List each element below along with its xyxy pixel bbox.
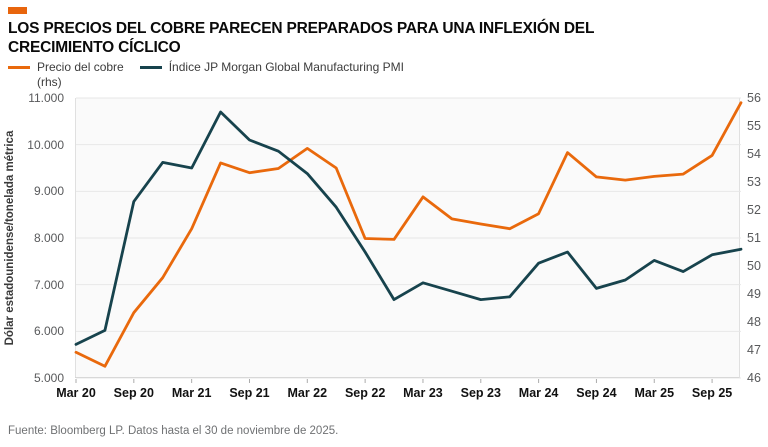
left-axis-tick-label: 11.000 <box>28 91 64 105</box>
right-axis-tick-label: 46 <box>747 371 761 385</box>
chart-title-line-1: LOS PRECIOS DEL COBRE PARECEN PREPARADOS… <box>8 20 595 37</box>
plot-area: 5.000 6.000 7.000 8.000 9.000 10.000 11.000 46 4… <box>27 91 761 400</box>
left-axis-tick-label: 6.000 <box>33 324 64 339</box>
x-axis-tick-label: Mar 21 <box>171 386 212 400</box>
line-chart-canvas <box>74 97 743 383</box>
x-axis-tick-label: Mar 20 <box>56 386 96 400</box>
legend-swatch-0 <box>8 66 30 69</box>
x-axis-tick-label: Mar 25 <box>634 386 675 400</box>
legend-item-1: Índice JP Morgan Global Manufacturing PM… <box>139 60 404 75</box>
series-line-0 <box>74 101 743 368</box>
right-axis-tick-label: 49 <box>747 287 761 301</box>
legend-swatch-1 <box>139 66 162 69</box>
series-line-1 <box>74 110 743 346</box>
x-axis-tick-label: Mar 23 <box>403 386 443 400</box>
right-axis-tick-label: 47 <box>747 343 761 357</box>
right-axis-tick-label: 51 <box>747 231 761 245</box>
legend-item-0: Precio del cobre (rhs) <box>8 60 124 90</box>
x-axis-tick-label: Mar 22 <box>287 386 328 400</box>
left-axis-tick-label: 8.000 <box>33 231 64 245</box>
x-axis-tick-label: Sep 21 <box>229 386 270 400</box>
right-axis-tick-label: 53 <box>747 175 761 189</box>
brand-logo-block <box>8 7 27 14</box>
right-axis-tick-label: 50 <box>747 259 761 273</box>
right-axis-tick-label: 52 <box>747 203 761 217</box>
x-axis-tick-label: Sep 22 <box>344 386 386 400</box>
legend-label-0: Precio del cobre (rhs) <box>37 60 124 89</box>
right-axis-tick-label: 55 <box>747 119 761 133</box>
x-axis-tick-label: Sep 25 <box>691 386 733 400</box>
left-axis-tick-label: 5.000 <box>33 371 64 385</box>
x-axis-tick-label: Sep 24 <box>576 386 617 400</box>
x-axis-tick-label: Sep 23 <box>460 386 501 400</box>
right-axis-tick-label: 54 <box>747 147 761 161</box>
source-note: Fuente: Bloomberg LP. Datos hasta el 30 … <box>8 425 339 437</box>
chart-title: LOS PRECIOS DEL COBRE PARECEN PREPARADOS… <box>8 19 594 57</box>
right-axis-tick-label: 48 <box>747 315 761 329</box>
left-axis-tick-label: 7.000 <box>33 277 64 292</box>
left-axis-tick-label: 10.000 <box>27 137 64 152</box>
x-axis-tick-label: Sep 20 <box>113 386 154 400</box>
x-axis-tick-label: Mar 24 <box>518 386 559 400</box>
chart-title-line-2: CRECIMIENTO CÍCLICO <box>8 39 181 56</box>
legend-label-1: Índice JP Morgan Global Manufacturing PM… <box>168 60 404 74</box>
chart-legend: Precio del cobre (rhs) Índice JP Morgan Gl… <box>8 60 420 90</box>
right-axis-tick-label: 56 <box>747 91 761 105</box>
left-axis-tick-label: 9.000 <box>33 184 64 199</box>
